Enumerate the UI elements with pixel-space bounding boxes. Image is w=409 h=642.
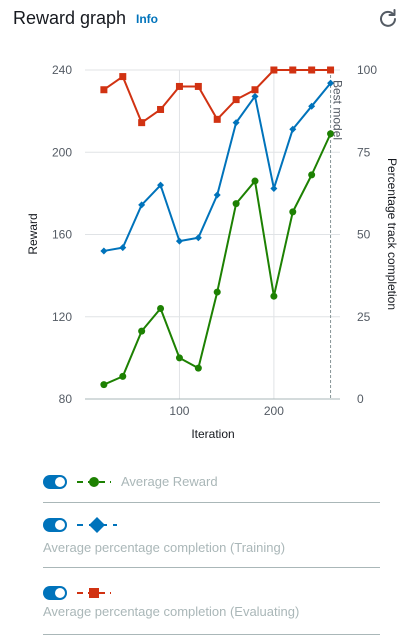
data-point	[194, 82, 202, 90]
data-point	[232, 96, 240, 104]
data-point	[194, 364, 202, 372]
refresh-icon[interactable]	[377, 7, 399, 29]
legend-item-training: Average percentage completion (Training)	[43, 516, 380, 568]
data-point	[194, 234, 202, 242]
circle-marker-icon	[77, 477, 111, 487]
y-tick-label: 200	[52, 145, 72, 159]
y-tick-label: 80	[59, 392, 73, 406]
legend-label: Average percentage completion (Evaluatin…	[43, 604, 300, 619]
square-marker-icon	[77, 588, 111, 598]
series-line-1	[103, 82, 332, 252]
data-point	[175, 82, 183, 90]
data-point	[119, 244, 127, 252]
data-point	[138, 201, 146, 209]
toggle-switch[interactable]	[43, 586, 67, 600]
data-point	[232, 200, 240, 208]
data-point	[251, 177, 259, 185]
y-tick-label: 160	[52, 228, 72, 242]
data-point	[100, 381, 108, 389]
data-point	[289, 208, 297, 216]
data-point	[157, 181, 165, 189]
y-tick-label: 240	[52, 63, 72, 77]
data-point	[138, 327, 146, 335]
y-tick-label: 120	[52, 310, 72, 324]
x-tick-label: 100	[169, 404, 189, 418]
data-point	[308, 171, 316, 179]
panel-header: Reward graph Info	[13, 6, 399, 32]
y2-tick-label: 100	[357, 63, 377, 77]
data-point	[251, 86, 259, 94]
diamond-marker-icon	[77, 517, 117, 533]
data-point	[213, 288, 221, 296]
axis-layer: 80 120 160 200 240 100 200 0 25 50 75 100	[52, 63, 377, 418]
y2-axis-label: Percentage track completion	[385, 158, 399, 310]
data-point	[289, 66, 297, 74]
data-point	[289, 125, 297, 133]
info-link[interactable]: Info	[136, 12, 158, 26]
data-point	[119, 73, 127, 81]
data-point	[308, 102, 316, 110]
data-point	[251, 92, 259, 100]
data-point	[270, 292, 278, 300]
data-point	[327, 130, 335, 138]
data-point	[213, 191, 221, 199]
series-layer	[100, 66, 335, 389]
data-point	[232, 119, 240, 127]
legend-item-average-reward: Average Reward	[43, 468, 380, 503]
data-point	[270, 66, 278, 74]
legend-label: Average percentage completion (Training)	[43, 540, 286, 555]
y-axis-label: Reward	[26, 213, 40, 254]
data-point	[327, 66, 335, 74]
toggle-switch[interactable]	[43, 518, 67, 532]
best-model-annotation: Best model	[331, 80, 345, 140]
data-point	[213, 115, 221, 123]
data-point	[100, 86, 108, 94]
reward-chart: 80 120 160 200 240 100 200 0 25 50 75 100 Iteration…	[26, 63, 399, 441]
data-point	[157, 305, 165, 313]
series-line-0	[103, 133, 332, 386]
y2-tick-label: 0	[357, 392, 364, 406]
toggle-switch[interactable]	[43, 475, 67, 489]
data-point	[100, 247, 108, 255]
data-point	[175, 237, 183, 245]
data-point	[157, 105, 165, 113]
y2-tick-label: 50	[357, 228, 371, 242]
data-point	[327, 79, 335, 87]
data-point	[270, 184, 278, 192]
legend-label: Average Reward	[121, 474, 218, 489]
x-tick-label: 200	[264, 404, 284, 418]
series-line-2	[103, 69, 331, 124]
data-point	[175, 354, 183, 362]
data-point	[308, 66, 316, 74]
panel-title: Reward graph	[13, 8, 127, 28]
legend-item-evaluating: Average percentage completion (Evaluatin…	[43, 584, 380, 635]
y2-tick-label: 25	[357, 310, 371, 324]
data-point	[138, 119, 146, 127]
x-axis-label: Iteration	[191, 427, 234, 441]
data-point	[119, 372, 127, 380]
y2-tick-label: 75	[357, 145, 371, 159]
